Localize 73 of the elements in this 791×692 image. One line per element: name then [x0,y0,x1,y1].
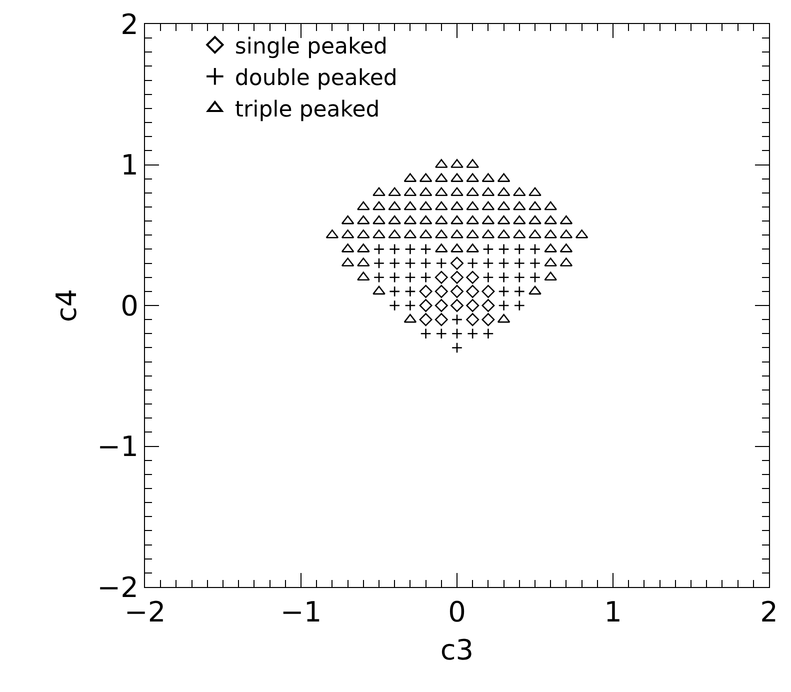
point [467,328,478,340]
point [434,299,448,312]
point [451,314,463,326]
x-tick-label: 0 [448,596,466,629]
point [450,256,464,270]
point [514,244,525,255]
point [389,272,400,283]
point [404,286,416,297]
point [482,272,494,283]
point [436,328,447,340]
point [498,258,510,269]
legend-label: triple peaked [234,98,380,123]
point [498,272,510,283]
point [373,244,385,255]
point [420,258,432,269]
point [404,272,416,283]
x-tick-label: 1 [604,596,622,629]
point [482,258,494,269]
point [482,313,495,326]
legend-label: single peaked [234,34,388,60]
point [389,286,400,297]
point [529,258,541,269]
point [404,258,416,269]
point [373,258,385,269]
y-tick-label: −2 [97,570,138,604]
point [434,313,448,326]
x-axis-title: c3 [440,634,474,667]
point [404,244,416,255]
point [434,270,448,284]
point [389,258,400,269]
point [419,313,432,326]
point [466,313,480,326]
point [514,272,525,283]
point [420,272,432,283]
point [467,258,478,269]
point [514,300,525,312]
point [514,286,525,297]
point [451,342,463,354]
point [482,244,494,255]
point [373,272,385,283]
y-tick-label: 1 [120,148,138,182]
point [498,286,510,297]
point [466,299,480,312]
point [498,244,510,255]
y-tick-label: 0 [120,289,138,322]
point [529,272,541,283]
point [514,258,525,269]
point [450,270,464,284]
x-tick-label: 2 [760,596,778,629]
point [389,244,400,255]
point [482,328,494,340]
point [420,328,432,340]
y-tick-label: 2 [120,8,138,41]
point [436,258,447,269]
point [419,284,432,298]
point [482,299,495,312]
point [450,299,464,312]
point [404,300,416,312]
point [498,300,510,312]
x-tick-label: −1 [280,596,322,629]
point [420,244,432,255]
legend-label: double peaked [234,66,398,91]
point [466,284,480,298]
point [450,284,464,298]
point [419,299,432,312]
point [451,328,463,340]
point [389,300,400,312]
point [529,244,541,255]
point [466,270,480,284]
point [482,284,495,298]
y-tick-label: −1 [97,430,138,464]
point [434,284,448,298]
y-axis-title: c4 [50,288,83,322]
